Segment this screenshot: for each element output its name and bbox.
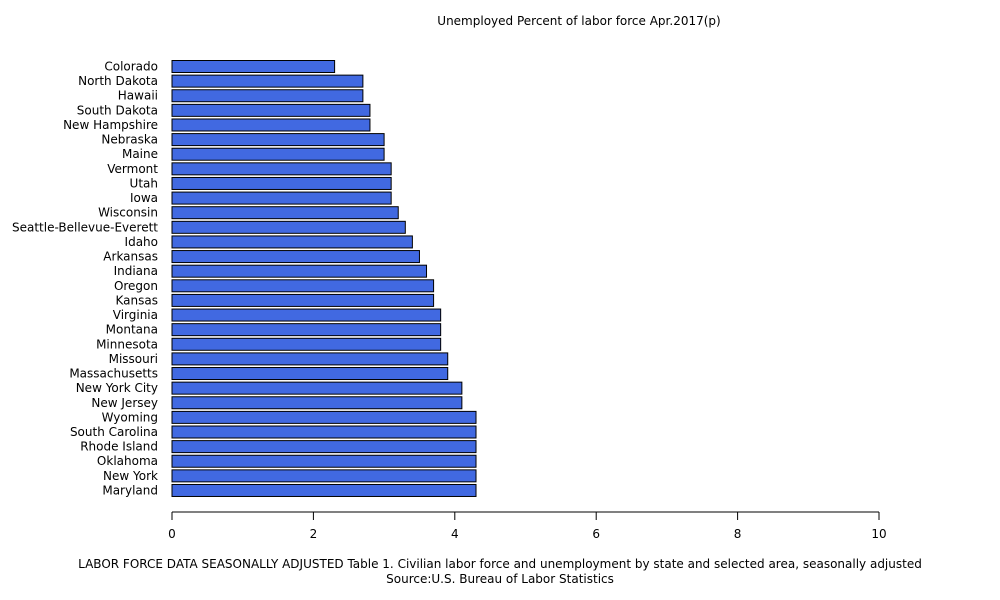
bar-iowa: [171, 191, 392, 205]
category-label-new-jersey: New Jersey: [91, 396, 158, 410]
bar-new-york: [171, 469, 477, 483]
bar-south-dakota: [171, 103, 371, 117]
category-label-new-york-city: New York City: [76, 381, 158, 395]
bar-colorado: [171, 60, 336, 73]
category-label-iowa: Iowa: [130, 191, 158, 205]
bar-seattle-bellevue-everett: [171, 220, 406, 234]
bar-new-york-city: [171, 381, 463, 395]
bar-missouri: [171, 352, 449, 366]
category-label-new-hampshire: New Hampshire: [63, 118, 158, 132]
bar-nebraska: [171, 133, 385, 147]
category-label-maryland: Maryland: [102, 483, 158, 497]
category-label-hawaii: Hawaii: [118, 89, 158, 103]
category-label-missouri: Missouri: [109, 352, 158, 366]
bar-hawaii: [171, 89, 364, 103]
category-label-north-dakota: North Dakota: [78, 74, 158, 88]
category-label-maine: Maine: [122, 147, 158, 161]
category-label-arkansas: Arkansas: [103, 250, 158, 264]
x-tick-label: 2: [310, 527, 318, 541]
x-tick-label: 0: [168, 527, 176, 541]
category-label-indiana: Indiana: [114, 264, 158, 278]
x-tick-label: 8: [734, 527, 742, 541]
category-label-massachusetts: Massachusetts: [69, 367, 158, 381]
category-label-wyoming: Wyoming: [102, 410, 158, 424]
bar-maryland: [171, 483, 477, 497]
category-label-rhode-island: Rhode Island: [80, 440, 158, 454]
category-label-oregon: Oregon: [114, 279, 158, 293]
bar-south-carolina: [171, 425, 477, 439]
bar-montana: [171, 323, 442, 337]
bar-massachusetts: [171, 367, 449, 381]
footer-source-agency: Source:U.S. Bureau of Labor Statistics: [386, 572, 614, 586]
x-tick-label: 10: [871, 527, 886, 541]
chart-title: Unemployed Percent of labor force Apr.20…: [437, 14, 721, 28]
category-label-south-dakota: South Dakota: [77, 103, 158, 117]
category-label-seattle-bellevue-everett: Seattle-Bellevue-Everett: [12, 220, 158, 234]
bar-indiana: [171, 264, 428, 278]
category-label-montana: Montana: [106, 323, 158, 337]
bar-rhode-island: [171, 440, 477, 454]
category-label-utah: Utah: [130, 176, 158, 190]
category-label-wisconsin: Wisconsin: [98, 206, 158, 220]
category-label-nebraska: Nebraska: [101, 133, 158, 147]
bar-wyoming: [171, 410, 477, 424]
bar-arkansas: [171, 250, 420, 264]
bar-north-dakota: [171, 74, 364, 88]
bar-wisconsin: [171, 206, 399, 220]
bar-maine: [171, 147, 385, 161]
category-label-south-carolina: South Carolina: [70, 425, 158, 439]
bar-oklahoma: [171, 454, 477, 468]
bars-layer: [171, 60, 477, 497]
category-label-oklahoma: Oklahoma: [97, 454, 158, 468]
x-tick-label: 4: [451, 527, 459, 541]
x-tick-label: 6: [592, 527, 600, 541]
category-label-virginia: Virginia: [113, 308, 158, 322]
footer-source-table: LABOR FORCE DATA SEASONALLY ADJUSTED Tab…: [78, 557, 922, 571]
bar-virginia: [171, 308, 442, 322]
x-axis: 0 2 4 6 8 10: [168, 511, 887, 541]
bar-vermont: [171, 162, 392, 176]
category-label-colorado: Colorado: [104, 60, 158, 74]
category-label-idaho: Idaho: [125, 235, 158, 249]
category-label-new-york: New York: [103, 469, 158, 483]
bar-kansas: [171, 293, 435, 307]
bar-utah: [171, 176, 392, 190]
bar-idaho: [171, 235, 413, 249]
category-label-kansas: Kansas: [116, 293, 158, 307]
bar-oregon: [171, 279, 435, 293]
category-label-minnesota: Minnesota: [96, 337, 158, 351]
category-label-vermont: Vermont: [107, 162, 158, 176]
bar-new-jersey: [171, 396, 463, 410]
bar-minnesota: [171, 337, 442, 351]
bar-new-hampshire: [171, 118, 371, 132]
